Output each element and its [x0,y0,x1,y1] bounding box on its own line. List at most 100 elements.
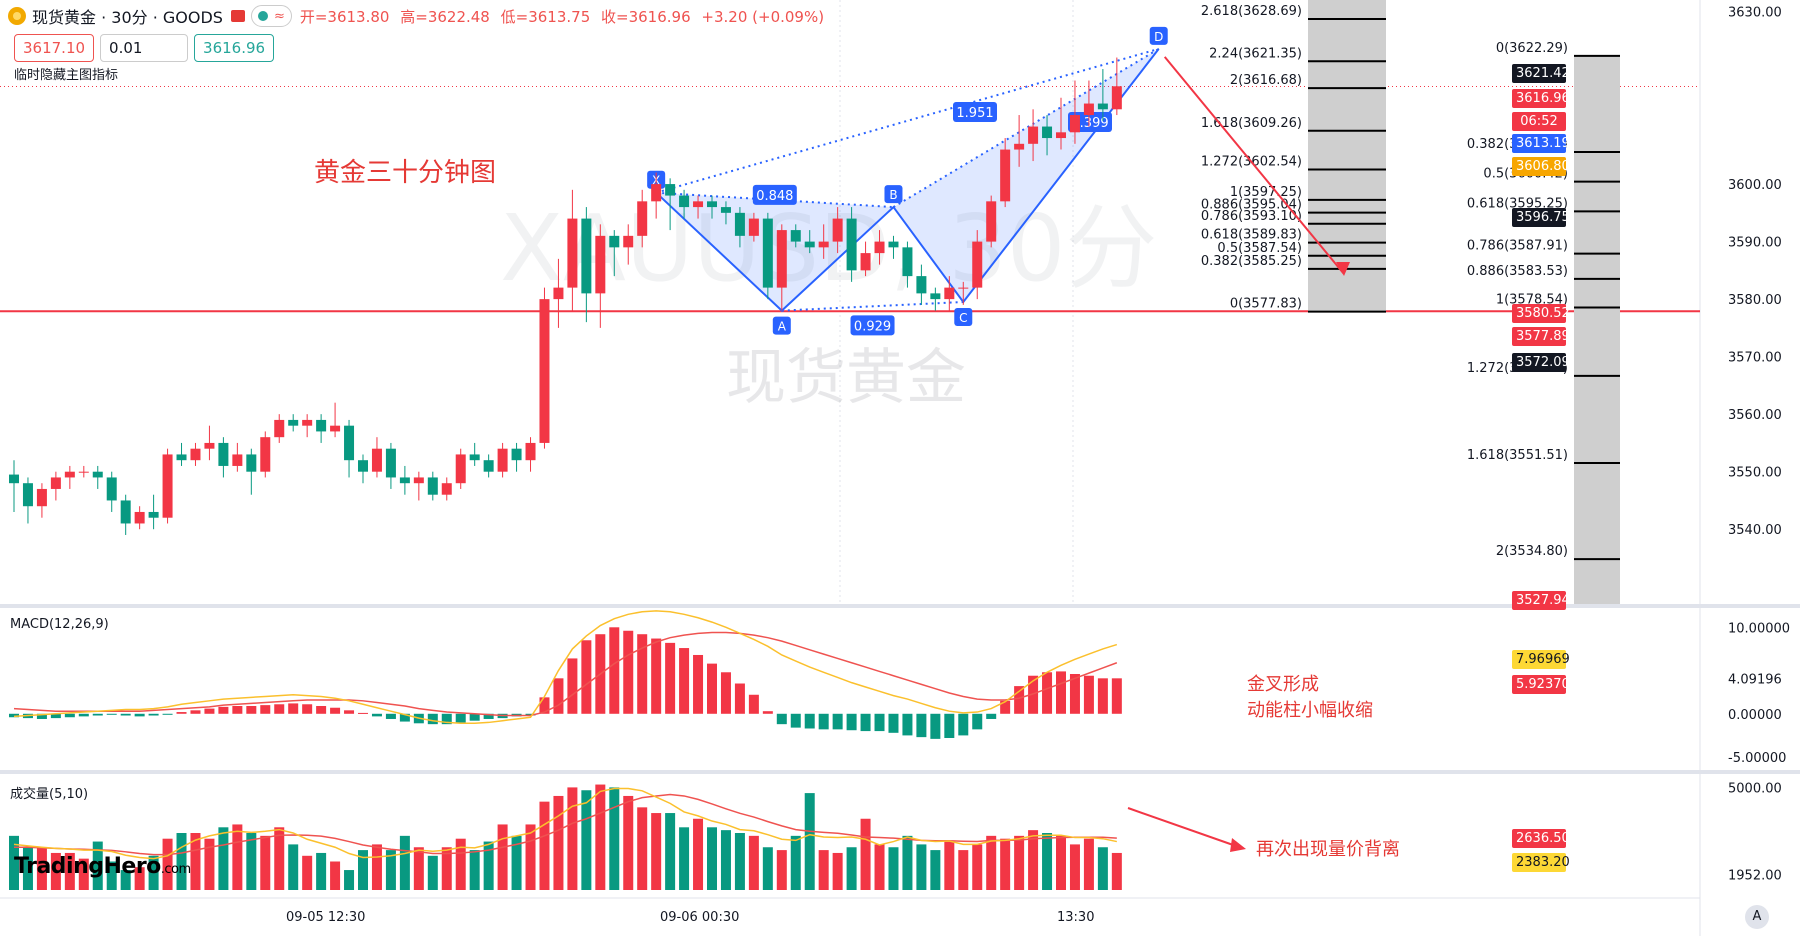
volume-bar [134,867,145,890]
sell-button[interactable]: 3617.10 [14,34,95,62]
macd-histogram-bar [9,713,19,718]
macd-dif-line [13,610,1118,725]
macd-histogram-bar [1028,675,1039,714]
candle-body [64,471,75,478]
macd-histogram-bar [344,710,355,714]
macd-histogram-bar [316,706,327,714]
volume-bar [651,813,662,890]
pattern-point-badge [772,316,791,335]
volume-bar [944,841,955,890]
high-value: 高=3622.48 [400,7,490,26]
volume-bar [1056,835,1066,890]
macd-histogram-bar [637,634,648,714]
volume-bar [818,850,829,890]
volume-bar [344,870,355,890]
candle-body [330,425,341,432]
macd-histogram-bar [986,713,997,719]
macd-histogram-bar [623,630,634,714]
pattern-ratio-label: 0.929 [854,319,891,334]
macd-histogram-bar [1069,674,1080,714]
volume-bar [804,793,815,890]
macd-tick-label: 10.00000 [1728,621,1790,636]
candle-body [567,218,578,288]
pattern-ratio-label: 2.399 [1071,116,1108,131]
macd-value-tag: 5.92370 [1512,675,1570,694]
macd-histogram-bar [818,713,829,730]
candle-body [651,184,662,202]
volume-bar [916,844,927,890]
auto-scale-button[interactable]: A [1745,905,1769,929]
candle-body [539,299,550,443]
volume-bar [218,827,229,890]
candle-body [720,207,731,213]
macd-histogram-bar [958,713,969,736]
volume-bar [92,841,103,890]
volume-tick-label: 1952.00 [1728,868,1782,883]
fib-zone-2 [1574,55,1620,605]
volume-title[interactable]: 成交量(5,10) [10,787,89,802]
buy-button[interactable]: 3616.96 [194,34,275,62]
volume-bar [371,844,382,890]
macd-histogram-bar [176,712,187,714]
volume-bar [1028,830,1039,890]
fib-level-label: 0.618(3589.83) [1201,228,1302,243]
volume-bar [190,833,201,890]
macd-tick-label: 0.00000 [1728,708,1782,723]
volume-bar [860,818,871,890]
symbol-title[interactable]: 现货黄金 · 30分 · GOODS [32,8,223,27]
macd-title[interactable]: MACD(12,26,9) [10,617,109,632]
candle-body [1069,115,1080,133]
macd-histogram-bar [302,704,313,714]
volume-bar [539,801,550,890]
macd-histogram-bar [930,713,941,739]
watermark-name: 现货黄金 [726,343,966,413]
fib-level-label: 1.618(3609.26) [1201,116,1302,131]
candle-body [553,287,564,300]
candle-body [581,218,592,294]
macd-signal-line [13,631,1118,717]
macd-histogram-bar [427,713,438,725]
candle-body [637,201,648,236]
hide-indicators-toggle[interactable]: 临时隐藏主图指标 [14,68,119,83]
candle-body [930,293,941,300]
candle-body [958,287,969,289]
volume-bar [441,847,452,890]
candle-body [50,477,61,489]
open-value: 开=3613.80 [299,7,390,26]
chart-annotation-title: 黄金三十分钟图 [314,158,497,188]
candle-body [511,448,522,461]
macd-histogram-bar [371,713,382,717]
candle-body [804,241,815,248]
price-tag: 06:52 [1512,112,1566,131]
macd-histogram-bar [204,708,215,714]
macd-histogram-bar [846,713,857,731]
volume-bar [469,850,480,890]
pattern-ratio-label: 1.951 [956,106,993,121]
volume-bar [497,824,508,890]
macd-histogram-bar [288,703,299,714]
volume-value-tag: 2636.50 [1512,829,1570,848]
market-status-pill[interactable]: ≈ [250,5,292,27]
candle-body [679,195,690,208]
macd-histogram-bar [399,713,410,722]
macd-histogram-bar [190,710,201,714]
candle-body [693,201,704,208]
volume-bar [385,850,396,890]
macd-histogram-bar [483,713,494,719]
fib-level-label: 2.618(3628.69) [1201,4,1302,19]
pattern-point-badge [954,308,973,326]
volume-bar [148,855,159,890]
candle-body [986,201,997,242]
candle-body [371,448,382,472]
volume-ma5-line [13,787,1117,860]
candle-body [790,230,801,242]
macd-histogram-bar [92,713,103,716]
volume-bar [1000,838,1011,890]
volume-bar [581,790,592,890]
fib-level-label: 1.618(3551.51) [1467,448,1568,463]
volume-bar [455,838,466,890]
quantity-input[interactable]: 0.01 [100,34,189,62]
macd-annotation-2: 动能柱小幅收缩 [1247,700,1373,721]
macd-histogram-bar [734,683,745,714]
